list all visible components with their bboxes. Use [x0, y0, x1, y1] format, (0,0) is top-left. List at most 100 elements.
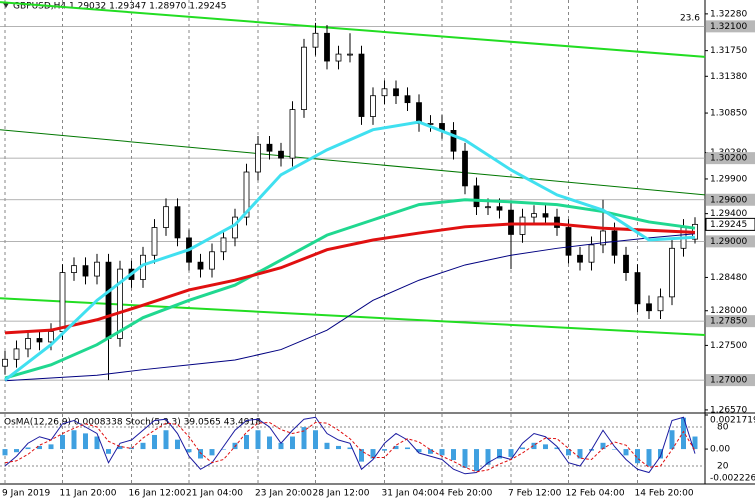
x-tick-label: 28 Jan 12:00: [313, 489, 370, 499]
osma-bar: [106, 449, 111, 454]
candle-body: [335, 53, 342, 62]
candle-body: [48, 331, 54, 343]
moving-average: [4, 120, 696, 382]
candle-body: [519, 216, 526, 235]
osma-bar: [244, 434, 249, 450]
osma-bar: [313, 430, 318, 450]
level-label: 1.32100: [710, 22, 747, 32]
y-tick-label: -0.002226: [710, 474, 755, 484]
candle-body: [623, 254, 629, 273]
candle-body: [163, 206, 169, 228]
candle-body: [462, 150, 468, 187]
osma-bar: [2, 449, 8, 456]
candle-body: [243, 171, 250, 218]
moving-average: [4, 198, 696, 380]
osma-bar: [543, 444, 548, 450]
candle-body: [554, 216, 560, 228]
candle-body: [370, 95, 376, 117]
osma-bar: [60, 434, 65, 450]
candle-body: [174, 206, 181, 239]
osma-bar: [462, 449, 468, 468]
level-label: 1.29600: [710, 195, 747, 205]
osma-bar: [370, 449, 376, 459]
candle-body: [485, 206, 491, 209]
osma-bar: [140, 442, 146, 450]
candle-body: [531, 213, 537, 218]
osma-bar: [301, 427, 307, 450]
osma-bar: [152, 434, 157, 450]
candle-body: [105, 261, 112, 339]
last-price-label: 1.29245: [710, 220, 747, 230]
candle-body: [255, 143, 261, 173]
level-label: 1.27000: [710, 376, 747, 386]
chart-title: GBPUSD,H4 1.29032 1.29347 1.28970 1.2924…: [13, 2, 226, 12]
candle-body: [393, 88, 399, 97]
x-tick-label: 16 Jan 12:00: [129, 489, 186, 499]
osma-bar: [508, 449, 514, 457]
candle-body: [2, 358, 8, 367]
candle-body: [508, 209, 514, 235]
osma-bar: [520, 447, 525, 450]
candle-body: [278, 150, 284, 159]
osma-bar: [451, 449, 456, 461]
osma-bar: [646, 449, 652, 467]
osma-bar: [198, 449, 203, 459]
osma-bar: [635, 449, 640, 464]
x-tick-label: 31 Jan 04:00: [382, 489, 439, 499]
fib-label: 23.6: [680, 14, 700, 24]
osma-bar: [48, 444, 54, 450]
menu-icon[interactable]: [3, 3, 9, 8]
osma-bar: [25, 447, 31, 450]
osma-bar: [14, 449, 19, 453]
osma-bar: [577, 449, 583, 459]
osma-bar: [290, 436, 295, 450]
osma-bar: [612, 449, 617, 450]
osma-bar: [336, 445, 341, 450]
candle-body: [450, 129, 457, 152]
candle-body: [347, 53, 353, 56]
level-box: [706, 315, 755, 328]
y-tick-label: 1.30850: [710, 109, 747, 119]
candle-body: [565, 227, 572, 256]
level-box: [706, 193, 755, 206]
osma-bar: [255, 430, 261, 450]
level-label: 1.29000: [710, 237, 747, 247]
y-tick-label: 0.00: [710, 445, 730, 455]
x-tick-label: 7 Feb 12:00: [508, 489, 562, 499]
osma-bar: [278, 442, 284, 450]
osma-bar: [163, 430, 169, 450]
x-tick-label: 4 Feb 20:00: [439, 489, 493, 499]
y-tick-label: 1.28480: [710, 273, 747, 283]
osma-bar: [497, 449, 502, 459]
candle-body: [669, 247, 675, 298]
candle-body: [36, 338, 43, 343]
stoch-line: [4, 416, 696, 475]
osma-bar: [221, 449, 226, 450]
moving-average: [4, 222, 696, 335]
candle-body: [646, 303, 652, 312]
candle-body: [59, 272, 66, 332]
candle-body: [117, 268, 123, 339]
osma-bar: [623, 449, 629, 456]
candle-body: [25, 338, 31, 350]
osma-bar: [393, 445, 399, 450]
y-tick-label: 1.31750: [710, 46, 747, 56]
osma-bar: [324, 442, 330, 450]
candle-body: [542, 213, 549, 218]
candle-body: [151, 227, 158, 256]
candle-body: [381, 88, 388, 97]
level-box: [706, 374, 755, 387]
candle-body: [220, 237, 227, 253]
osma-bar: [669, 430, 675, 450]
x-tick-label: 23 Jan 20:00: [255, 489, 312, 499]
osma-bar: [416, 449, 422, 453]
osma-bar: [117, 445, 123, 450]
osma-bar: [37, 445, 42, 450]
candle-body: [82, 265, 89, 277]
x-tick-label: 12 Feb 04:00: [566, 489, 625, 499]
candle-body: [312, 32, 319, 48]
stoch-tick-label: 80: [717, 423, 729, 433]
level-label: 1.30200: [710, 154, 747, 164]
